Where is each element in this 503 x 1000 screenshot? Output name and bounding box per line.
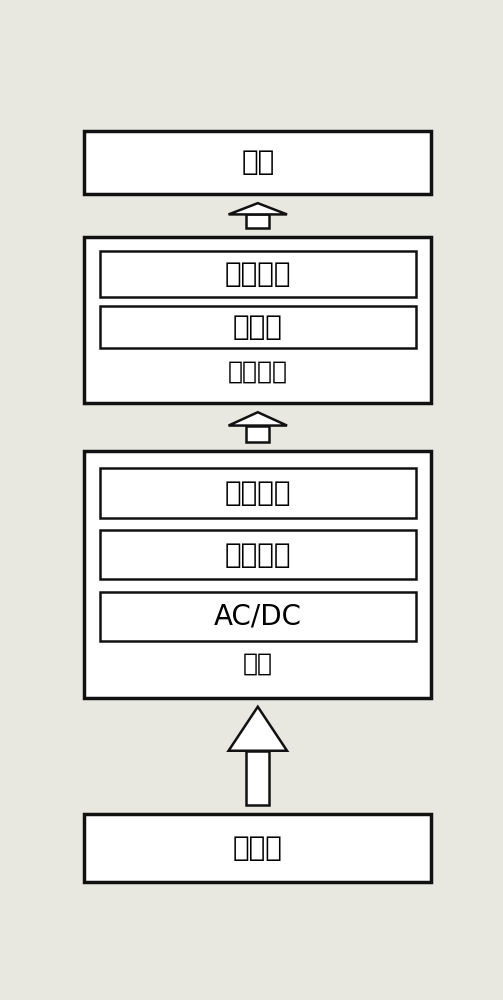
Bar bbox=[100, 251, 415, 297]
Bar bbox=[85, 814, 431, 882]
Bar bbox=[246, 426, 270, 442]
Bar bbox=[85, 451, 431, 698]
Bar bbox=[100, 530, 415, 579]
Bar bbox=[100, 468, 415, 518]
Text: 主板: 主板 bbox=[243, 652, 273, 676]
Text: 蓄电池: 蓄电池 bbox=[233, 834, 283, 862]
Text: 系统芯片: 系统芯片 bbox=[228, 360, 288, 384]
Bar bbox=[85, 237, 431, 403]
Text: 天线: 天线 bbox=[241, 148, 275, 176]
Text: 处理器: 处理器 bbox=[233, 313, 283, 341]
Bar bbox=[246, 214, 270, 228]
Text: AC/DC: AC/DC bbox=[214, 602, 302, 630]
Bar bbox=[100, 592, 415, 641]
Bar bbox=[246, 751, 270, 805]
Polygon shape bbox=[228, 412, 287, 426]
Text: 电源管理: 电源管理 bbox=[224, 479, 291, 507]
Polygon shape bbox=[228, 203, 287, 214]
Bar bbox=[100, 306, 415, 348]
Polygon shape bbox=[228, 707, 287, 751]
Bar bbox=[85, 131, 431, 194]
Text: 电池充电: 电池充电 bbox=[224, 541, 291, 569]
Text: 射频前端: 射频前端 bbox=[224, 260, 291, 288]
